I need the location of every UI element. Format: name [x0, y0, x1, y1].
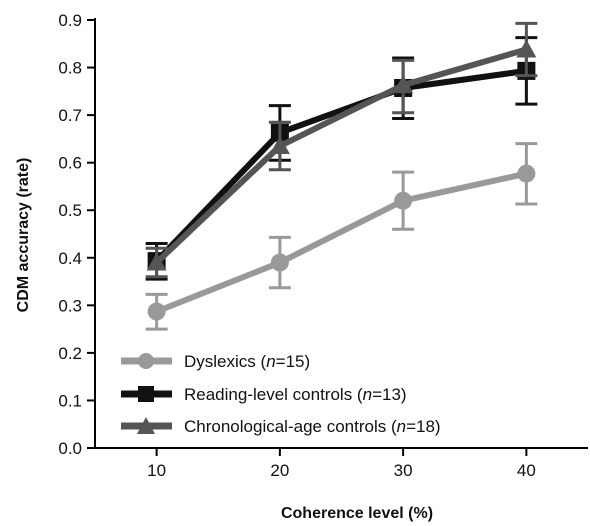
- data-point-chronological-age-controls: [146, 252, 167, 271]
- x-axis-title: Coherence level (%): [281, 505, 433, 522]
- y-tick-label: 0.1: [58, 391, 82, 410]
- x-tick-label: 10: [147, 461, 166, 480]
- y-tick-label: 0.2: [58, 344, 82, 363]
- data-point-chronological-age-controls: [516, 39, 537, 58]
- y-tick-label: 0.5: [58, 201, 82, 220]
- legend-series-name: Reading-level controls: [184, 385, 352, 404]
- series-line-reading-level-controls: [154, 67, 527, 264]
- legend-paren: (: [256, 352, 267, 371]
- legend-n: n: [266, 352, 275, 371]
- data-point-dyslexics: [517, 164, 536, 183]
- y-tick-label: 0.4: [58, 249, 82, 268]
- x-tick-label: 40: [517, 461, 536, 480]
- y-tick-label: 0.0: [58, 439, 82, 458]
- legend-paren: (: [352, 385, 363, 404]
- legend-n: n: [363, 385, 372, 404]
- legend-marker-circle: [138, 353, 154, 369]
- data-point-chronological-age-controls: [393, 75, 414, 94]
- legend-n: n: [397, 417, 406, 436]
- legend-n-value: =18): [406, 417, 441, 436]
- y-tick-label: 0.3: [58, 296, 82, 315]
- y-tick-label: 0.8: [58, 59, 82, 78]
- legend-label: Reading-level controls (n=13): [184, 385, 407, 404]
- legend-series-name: Chronological-age controls: [184, 417, 386, 436]
- plot-area: 0.0 0.1 0.2 0.3 0.4 0.5 0.6 0.7 0.8 0.9 10 20 30 40: [58, 11, 588, 480]
- series-line-chronological-age-controls: [154, 46, 528, 265]
- legend-item-dyslexics: Dyslexics (n=15): [121, 352, 310, 371]
- legend-item-chronological-age: Chronological-age controls (n=18): [121, 417, 441, 436]
- legend-series-name: Dyslexics: [184, 352, 256, 371]
- legend: Dyslexics (n=15) Reading-level controls …: [121, 352, 441, 436]
- legend-label: Dyslexics (n=15): [184, 352, 310, 371]
- x-tick-label: 30: [394, 461, 413, 480]
- legend-n-value: =13): [372, 385, 407, 404]
- legend-item-reading-level: Reading-level controls (n=13): [121, 385, 407, 404]
- y-axis-title: CDM accuracy (rate): [15, 158, 32, 313]
- legend-label: Chronological-age controls (n=18): [184, 417, 441, 436]
- y-tick-label: 0.7: [58, 106, 82, 125]
- legend-marker-triangle: [137, 417, 155, 434]
- data-point-dyslexics: [147, 302, 166, 321]
- series-line-dyslexics: [155, 170, 528, 315]
- data-point-chronological-age-controls: [269, 136, 290, 155]
- data-point-dyslexics: [394, 191, 413, 210]
- legend-marker-square: [138, 386, 154, 402]
- x-tick-label: 20: [270, 461, 289, 480]
- data-point-dyslexics: [270, 253, 289, 272]
- y-tick-label: 0.6: [58, 154, 82, 173]
- y-tick-label: 0.9: [58, 11, 82, 30]
- legend-paren: (: [386, 417, 397, 436]
- legend-n-value: =15): [276, 352, 311, 371]
